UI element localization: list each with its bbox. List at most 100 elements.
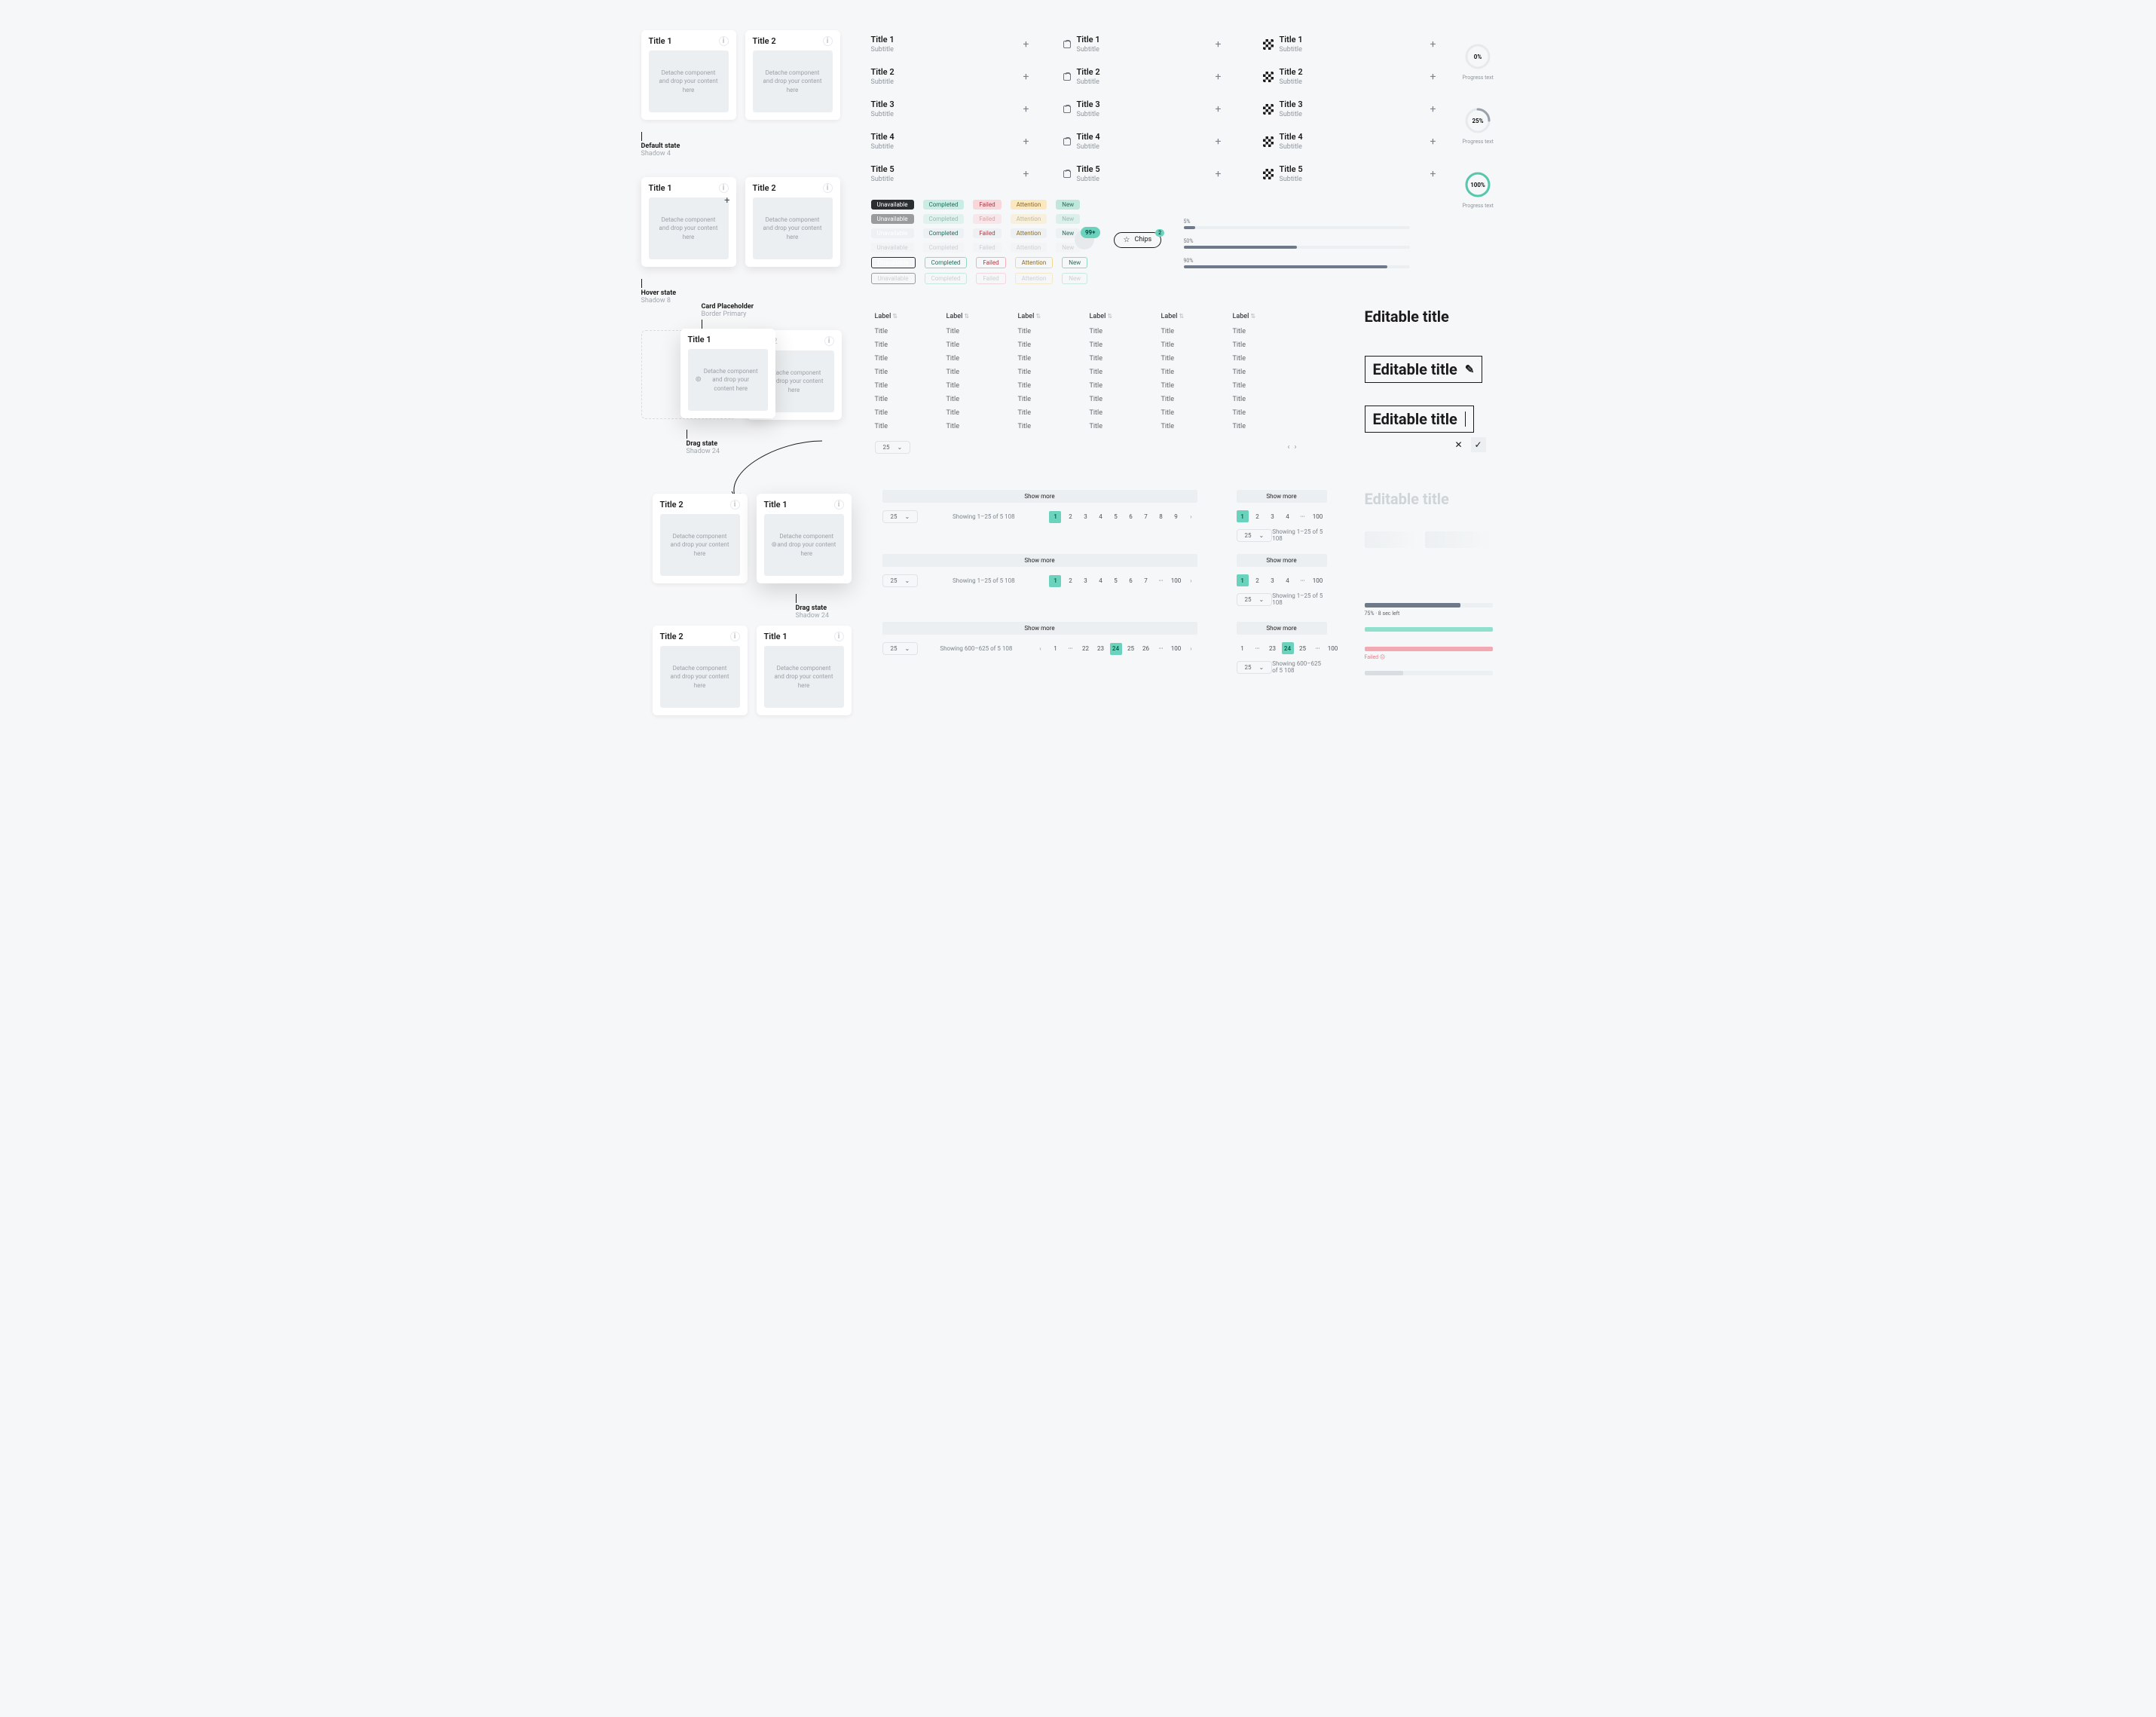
plus-icon[interactable]: + xyxy=(1430,168,1436,180)
tag[interactable]: Failed xyxy=(976,257,1005,268)
tag[interactable]: Failed xyxy=(973,243,1001,252)
page-num[interactable]: 8 xyxy=(1154,511,1167,523)
plus-icon[interactable]: + xyxy=(1430,71,1436,83)
page-num[interactable]: ··· xyxy=(1297,510,1309,522)
tag[interactable]: Completed xyxy=(923,214,965,224)
cancel-icon[interactable]: ✕ xyxy=(1451,437,1466,452)
tag[interactable]: Attention xyxy=(1011,214,1047,224)
tag[interactable]: Completed xyxy=(923,243,965,252)
page-size[interactable]: 25⌄ xyxy=(882,642,919,655)
tag[interactable]: New xyxy=(1056,200,1080,210)
list-row[interactable]: Title 2Subtitle+ xyxy=(1263,63,1436,95)
tag[interactable]: Completed xyxy=(925,273,968,284)
page-num[interactable]: ··· xyxy=(1154,575,1167,587)
plus-icon[interactable]: + xyxy=(724,195,729,207)
list-row[interactable]: Title 5Subtitle+ xyxy=(1063,160,1222,192)
list-row[interactable]: Title 5Subtitle+ xyxy=(1263,160,1436,192)
info-icon[interactable]: i xyxy=(719,183,729,193)
card-default-2[interactable]: Title 2i Detache component and drop your… xyxy=(745,30,840,120)
tag[interactable]: Unavailable xyxy=(871,200,914,210)
table-row[interactable]: TitleTitleTitleTitleTitleTitle xyxy=(875,366,1304,379)
info-icon[interactable]: i xyxy=(834,632,844,641)
info-icon[interactable]: i xyxy=(824,336,834,346)
page-num[interactable]: 1 xyxy=(1049,511,1061,523)
page-num[interactable]: 24 xyxy=(1110,643,1122,655)
tag[interactable]: Failed xyxy=(973,200,1001,210)
avatar[interactable]: 99+ xyxy=(1075,230,1094,249)
tag[interactable]: Unavailable xyxy=(871,214,914,224)
card-hover-2[interactable]: Title 2i Detache component and drop your… xyxy=(745,177,840,267)
plus-icon[interactable]: + xyxy=(1023,38,1029,50)
page-num[interactable]: 100 xyxy=(1327,642,1339,654)
next-icon[interactable]: › xyxy=(1294,443,1296,451)
plus-icon[interactable]: + xyxy=(1430,136,1436,148)
page-num[interactable]: 1 xyxy=(1237,574,1249,586)
confirm-icon[interactable]: ✓ xyxy=(1471,437,1486,452)
page-num[interactable]: 4 xyxy=(1094,511,1106,523)
page-num[interactable]: 24 xyxy=(1282,642,1294,654)
tag[interactable]: Attention xyxy=(1015,273,1054,284)
table-header[interactable]: Label xyxy=(1161,313,1233,320)
show-more[interactable]: Show more xyxy=(1237,622,1327,635)
page-num[interactable]: 2 xyxy=(1252,574,1264,586)
page-num[interactable]: 4 xyxy=(1282,510,1294,522)
page-num[interactable]: 22 xyxy=(1080,643,1092,655)
table-header[interactable]: Label xyxy=(946,313,1018,320)
editable-title-static[interactable]: Editable title xyxy=(1365,308,1449,326)
editable-title-edit[interactable]: Editable title xyxy=(1365,406,1474,433)
table-header[interactable]: Label xyxy=(875,313,946,320)
table-row[interactable]: TitleTitleTitleTitleTitleTitle xyxy=(875,420,1304,433)
page-num[interactable]: 3 xyxy=(1079,511,1091,523)
plus-icon[interactable]: + xyxy=(1430,38,1436,50)
tag[interactable]: Unavailable xyxy=(871,257,916,268)
info-icon[interactable]: i xyxy=(730,500,740,510)
plus-icon[interactable]: + xyxy=(1216,38,1222,50)
page-num[interactable]: 6 xyxy=(1124,575,1136,587)
page-size[interactable]: 25⌄ xyxy=(1237,593,1273,606)
tag[interactable]: New xyxy=(1062,273,1087,284)
page-num[interactable]: 100 xyxy=(1312,574,1324,586)
card-final-1[interactable]: Title 1i Detache component and drop your… xyxy=(757,626,852,715)
editable-title-hover[interactable]: Editable title✎ xyxy=(1365,356,1483,383)
page-num[interactable]: 2 xyxy=(1064,575,1076,587)
page-num[interactable]: 100 xyxy=(1170,643,1182,655)
show-more[interactable]: Show more xyxy=(882,554,1197,567)
plus-icon[interactable]: + xyxy=(1216,71,1222,83)
page-num[interactable]: 1 xyxy=(1049,575,1061,587)
page-num[interactable]: 3 xyxy=(1267,510,1279,522)
tag[interactable]: Failed xyxy=(976,273,1005,284)
page-size[interactable]: 25⌄ xyxy=(1237,529,1273,542)
page-num[interactable]: 3 xyxy=(1079,575,1091,587)
page-num[interactable]: 23 xyxy=(1267,642,1279,654)
page-num[interactable]: ··· xyxy=(1252,642,1264,654)
tag[interactable]: Unavailable xyxy=(871,273,916,284)
tag[interactable]: Completed xyxy=(923,228,965,238)
tag[interactable]: New xyxy=(1056,214,1080,224)
tag[interactable]: Unavailable xyxy=(871,243,914,252)
tag[interactable]: Completed xyxy=(923,200,965,210)
list-row[interactable]: Title 1Subtitle+ xyxy=(1063,30,1222,63)
page-num[interactable]: ··· xyxy=(1297,574,1309,586)
plus-icon[interactable]: + xyxy=(1216,136,1222,148)
tag[interactable]: Failed xyxy=(973,214,1001,224)
page-num[interactable]: 5 xyxy=(1109,575,1121,587)
list-row[interactable]: Title 1Subtitle+ xyxy=(871,30,1029,63)
plus-icon[interactable]: + xyxy=(1023,71,1029,83)
info-icon[interactable]: i xyxy=(823,183,833,193)
table-header[interactable]: Label xyxy=(1090,313,1161,320)
show-more[interactable]: Show more xyxy=(1237,490,1327,503)
page-num[interactable]: 26 xyxy=(1140,643,1152,655)
info-icon[interactable]: i xyxy=(834,500,844,510)
list-row[interactable]: Title 5Subtitle+ xyxy=(871,160,1029,192)
page-num[interactable]: 1 xyxy=(1237,510,1249,522)
page-num[interactable]: 4 xyxy=(1282,574,1294,586)
page-num[interactable]: 100 xyxy=(1312,510,1324,522)
page-num[interactable]: 1 xyxy=(1050,643,1062,655)
card-moved-1[interactable]: Title 1i ⊚ Detache component and drop yo… xyxy=(757,494,852,583)
page-num[interactable]: 7 xyxy=(1139,511,1151,523)
tag[interactable]: Failed xyxy=(973,228,1001,238)
page-size[interactable]: 25⌄ xyxy=(882,510,919,523)
list-row[interactable]: Title 3Subtitle+ xyxy=(1263,95,1436,127)
list-row[interactable]: Title 4Subtitle+ xyxy=(871,127,1029,160)
list-row[interactable]: Title 3Subtitle+ xyxy=(1063,95,1222,127)
